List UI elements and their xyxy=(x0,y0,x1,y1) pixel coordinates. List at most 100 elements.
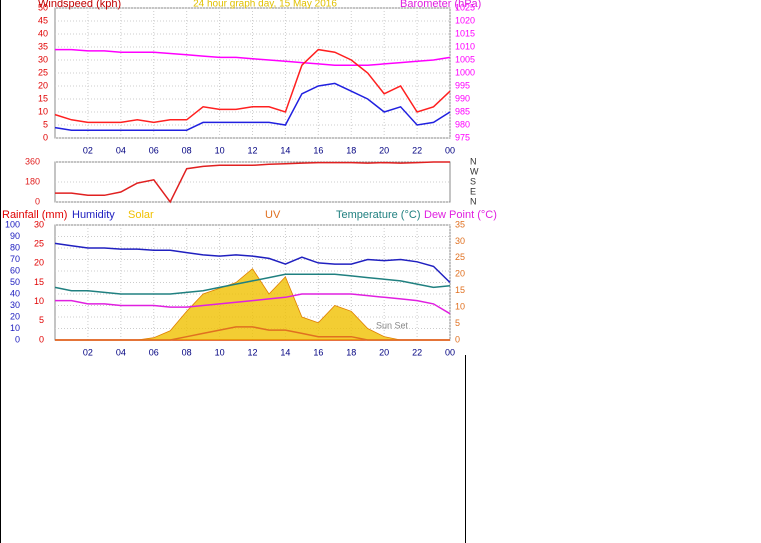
y2-tick-label: 985 xyxy=(455,106,470,116)
y2-tick-label: 15 xyxy=(455,285,465,295)
y-tick-label: 40 xyxy=(10,288,20,298)
y3-tick-label: 15 xyxy=(34,277,44,287)
y2-tick-label: 980 xyxy=(455,119,470,129)
x-tick-label: 20 xyxy=(379,145,389,155)
x-tick-label: 22 xyxy=(412,347,422,357)
line xyxy=(54,273,451,295)
y2-tick-label: 1020 xyxy=(455,15,475,25)
y-tick-label: 30 xyxy=(38,54,48,64)
legend-entry: Rainfall (mm) xyxy=(2,209,67,221)
y-tick-label: 90 xyxy=(10,231,20,241)
y2-tick-label: 1005 xyxy=(455,54,475,64)
y2-tick-label: 1015 xyxy=(455,28,475,38)
y-tick-label: 10 xyxy=(38,106,48,116)
x-tick-label: 18 xyxy=(346,145,356,155)
y-tick-label: 100 xyxy=(5,219,20,229)
y-tick-label: 0 xyxy=(43,132,48,142)
y-tick-label: 50 xyxy=(10,277,20,287)
y-tick-label: 30 xyxy=(10,300,20,310)
y2-tick-label: N xyxy=(470,156,477,166)
y2-tick-label: N xyxy=(470,196,477,206)
y3-tick-label: 5 xyxy=(39,315,44,325)
x-tick-label: 02 xyxy=(83,145,93,155)
line xyxy=(54,242,451,284)
y-tick-label: 0 xyxy=(35,196,40,206)
y2-tick-label: E xyxy=(470,186,476,196)
y2-tick-label: W xyxy=(470,166,479,176)
y2-tick-label: 990 xyxy=(455,93,470,103)
y2-axis-label: Barometer (hPa) xyxy=(400,0,481,10)
y2-tick-label: 30 xyxy=(455,236,465,246)
y-tick-label: 5 xyxy=(43,119,48,129)
x-tick-label: 08 xyxy=(182,347,192,357)
legend-entry: Temperature (°C) xyxy=(336,209,420,221)
y-tick-label: 20 xyxy=(10,311,20,321)
x-tick-label: 16 xyxy=(313,145,323,155)
y-tick-label: 10 xyxy=(10,323,20,333)
x-tick-label: 00 xyxy=(445,145,455,155)
y3-tick-label: 25 xyxy=(34,239,44,249)
line xyxy=(54,82,451,131)
line xyxy=(54,48,451,124)
y-tick-label: 40 xyxy=(38,28,48,38)
y-tick-label: 180 xyxy=(25,176,40,186)
y-tick-label: 80 xyxy=(10,242,20,252)
y2-tick-label: 995 xyxy=(455,80,470,90)
x-tick-label: 18 xyxy=(346,347,356,357)
legend-entry: Dew Point (°C) xyxy=(424,209,497,221)
y-tick-label: 0 xyxy=(15,334,20,344)
y-tick-label: 60 xyxy=(10,265,20,275)
y2-tick-label: 35 xyxy=(455,219,465,229)
line xyxy=(55,326,450,341)
y-tick-label: 45 xyxy=(38,15,48,25)
y3-tick-label: 10 xyxy=(34,296,44,306)
x-tick-label: 04 xyxy=(116,145,126,155)
y-tick-label: 25 xyxy=(38,67,48,77)
y2-tick-label: 10 xyxy=(455,302,465,312)
line xyxy=(55,161,450,204)
x-tick-label: 06 xyxy=(149,347,159,357)
y-tick-label: 70 xyxy=(10,254,20,264)
x-tick-label: 10 xyxy=(215,347,225,357)
plot-area xyxy=(54,7,451,139)
x-tick-label: 14 xyxy=(280,145,290,155)
x-tick-label: 04 xyxy=(116,347,126,357)
x-tick-label: 20 xyxy=(379,347,389,357)
x-tick-label: 02 xyxy=(83,347,93,357)
y-axis-label: Windspeed (kph) xyxy=(38,0,121,10)
x-tick-label: 16 xyxy=(313,347,323,357)
x-tick-label: 00 xyxy=(445,347,455,357)
x-tick-label: 14 xyxy=(280,347,290,357)
y-tick-label: 15 xyxy=(38,93,48,103)
y-tick-label: 50 xyxy=(38,2,48,12)
y2-tick-label: S xyxy=(470,176,476,186)
y2-tick-label: 25 xyxy=(455,252,465,262)
legend-entry: Humidity xyxy=(72,209,115,221)
y2-tick-label: 5 xyxy=(455,318,460,328)
y2-tick-label: 1025 xyxy=(455,2,475,12)
y2-tick-label: 0 xyxy=(455,334,460,344)
x-tick-label: 22 xyxy=(412,145,422,155)
y-tick-label: 20 xyxy=(38,80,48,90)
line xyxy=(55,293,451,315)
x-tick-label: 12 xyxy=(247,145,257,155)
legend-entry: UV xyxy=(265,209,281,221)
y3-tick-label: 20 xyxy=(34,258,44,268)
y3-tick-label: 30 xyxy=(34,219,44,229)
y2-tick-label: 1010 xyxy=(455,41,475,51)
annotation: Sun Set xyxy=(376,320,409,330)
chart-title: 24 hour graph day, 15 May 2016 xyxy=(193,0,337,10)
y-tick-label: 360 xyxy=(25,156,40,166)
y3-tick-label: 0 xyxy=(39,334,44,344)
x-tick-label: 10 xyxy=(215,145,225,155)
x-tick-label: 08 xyxy=(182,145,192,155)
x-tick-label: 12 xyxy=(247,347,257,357)
x-tick-label: 06 xyxy=(149,145,159,155)
legend-entry: Solar xyxy=(128,209,154,221)
y2-tick-label: 1000 xyxy=(455,67,475,77)
y2-tick-label: 20 xyxy=(455,269,465,279)
plot-area xyxy=(54,161,451,203)
line xyxy=(55,48,451,66)
y2-tick-label: 975 xyxy=(455,132,470,142)
